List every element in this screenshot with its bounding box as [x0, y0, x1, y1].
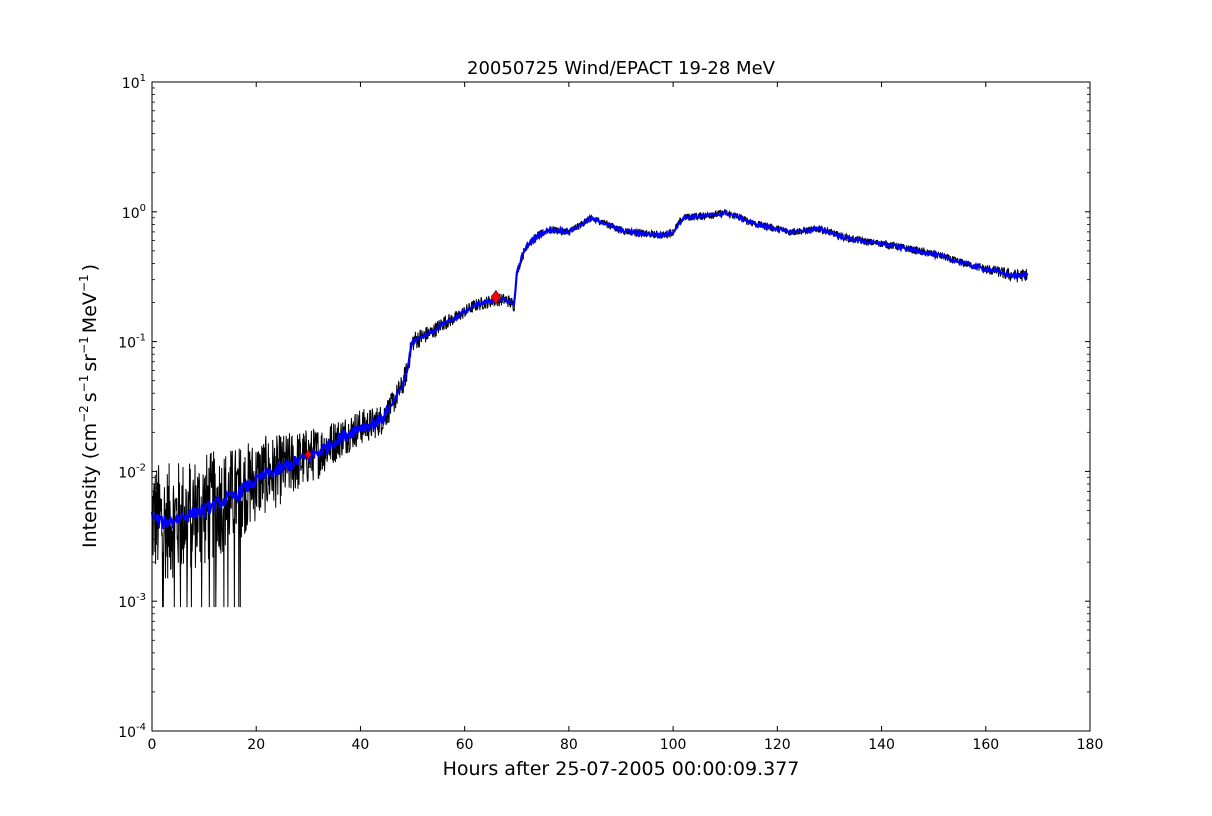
x-tick-label: 120 [764, 737, 791, 753]
chart-title: 20050725 Wind/EPACT 19-28 MeV [467, 58, 776, 79]
plot-frame [151, 81, 1091, 732]
smoothed-intensity-line [150, 210, 1029, 530]
x-axis-label: Hours after 25-07-2005 00:00:09.377 [443, 758, 800, 780]
event-marker [304, 449, 313, 460]
y-tick-label: 10-3 [118, 592, 146, 611]
x-tick-label: 100 [660, 737, 687, 753]
y-axis-label-exponent: −1 [77, 274, 91, 292]
series-layer [150, 208, 1029, 608]
x-tick-label: 60 [456, 737, 474, 753]
x-tick-label: 140 [868, 737, 895, 753]
y-axis-label-prefix: Intensity (cm [79, 423, 101, 548]
y-axis-label-unit: s [79, 392, 101, 402]
x-tick-label: 40 [352, 737, 370, 753]
y-axis-label-unit: sr [79, 354, 101, 372]
y-axis-label-exponent: −1 [77, 375, 91, 393]
x-tick-label: 20 [247, 737, 265, 753]
y-tick-label: 10-4 [118, 722, 146, 741]
x-tick-label: 160 [972, 737, 999, 753]
y-axis-label-unit: MeV [79, 292, 101, 333]
y-axis-label-exponent: −1 [77, 336, 91, 354]
y-axis-label-exponent: −2 [77, 405, 91, 423]
y-axis-label-suffix: ) [79, 264, 101, 271]
x-tick-label: 0 [148, 737, 157, 753]
y-tick-label: 101 [122, 73, 146, 92]
tick-layer: 0 20 40 60 80 100 120 140 160 180 10-4 10-3 10-2 10-1… [118, 73, 1103, 753]
y-tick-label: 10-1 [118, 333, 146, 352]
y-tick-label: 10-2 [118, 462, 146, 481]
y-axis-label: Intensity (cm−2s−1sr−1MeV−1) [77, 264, 101, 548]
event-marker [490, 289, 502, 305]
y-tick-label: 100 [122, 203, 146, 222]
marker-layer [304, 289, 502, 460]
x-tick-label: 80 [560, 737, 578, 753]
x-tick-label: 180 [1077, 737, 1104, 753]
